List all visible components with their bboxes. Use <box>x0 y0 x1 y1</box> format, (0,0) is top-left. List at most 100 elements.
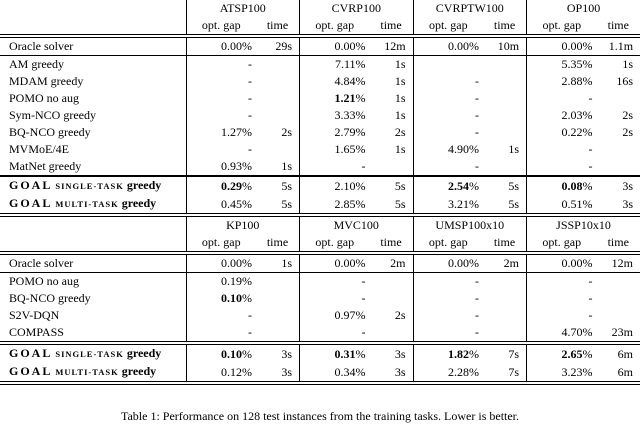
time-value: 10m <box>498 39 519 53</box>
gap-cell: - <box>527 290 597 307</box>
time-cell: 1s <box>597 56 640 74</box>
gap-value: 0.31 <box>335 347 356 361</box>
time-cell <box>483 307 527 324</box>
time-value: 3s <box>622 179 633 193</box>
gap-value: 0.22 <box>562 125 583 139</box>
percent-sign: % <box>469 197 479 211</box>
time-cell: 6m <box>597 363 640 383</box>
gap-cell: - <box>413 124 483 141</box>
gap-value: 2.28 <box>448 365 469 379</box>
percent-sign: % <box>356 365 366 379</box>
gap-cell: 2.88% <box>527 73 597 90</box>
task-header: KP100 <box>186 217 300 234</box>
time-cell: 3s <box>256 363 300 383</box>
gap-cell: 0.08% <box>527 176 597 195</box>
gap-cell: 2.79% <box>300 124 370 141</box>
gap-value: 0.45 <box>221 197 242 211</box>
gap-cell: 0.00% <box>527 36 597 56</box>
time-cell <box>256 107 300 124</box>
time-cell <box>483 73 527 90</box>
percent-sign: % <box>356 197 366 211</box>
gap-cell: 0.22% <box>527 124 597 141</box>
time-cell <box>597 158 640 176</box>
task-header: MVC100 <box>300 217 414 234</box>
gap-value: 2.10 <box>335 179 356 193</box>
gap-value: 0.00 <box>335 39 356 53</box>
time-cell: 2s <box>370 124 414 141</box>
gap-cell: - <box>413 273 483 291</box>
time-cell <box>483 90 527 107</box>
time-cell <box>370 273 414 291</box>
time-cell: 1s <box>483 141 527 158</box>
gap-value: - <box>589 91 593 105</box>
gap-value: 4.90 <box>448 142 469 156</box>
opt-gap-header: opt. gap <box>186 234 256 253</box>
gap-cell: 0.51% <box>527 195 597 215</box>
percent-sign: % <box>242 179 252 193</box>
gap-value: - <box>475 308 479 322</box>
gap-cell: 0.00% <box>527 253 597 273</box>
percent-sign: % <box>242 365 252 379</box>
gap-cell: 5.35% <box>527 56 597 74</box>
percent-sign: % <box>469 256 479 270</box>
percent-sign: % <box>242 274 252 288</box>
time-cell: 5s <box>370 176 414 195</box>
goal-variant: single-task <box>55 349 123 359</box>
gap-value: - <box>362 159 366 173</box>
time-value: 5s <box>508 179 519 193</box>
gap-cell: 1.82% <box>413 343 483 363</box>
time-value: 2s <box>622 125 633 139</box>
gap-value: - <box>589 159 593 173</box>
time-value: 12m <box>384 39 405 53</box>
gap-cell: 1.65% <box>300 141 370 158</box>
gap-value: - <box>475 159 479 173</box>
percent-sign: % <box>356 179 366 193</box>
opt-gap-header: opt. gap <box>186 17 256 36</box>
percent-sign: % <box>356 142 366 156</box>
time-cell <box>256 324 300 343</box>
row-label: COMPASS <box>0 324 186 343</box>
gap-cell: 2.03% <box>527 107 597 124</box>
gap-cell: 0.29% <box>186 176 256 195</box>
percent-sign: % <box>469 347 479 361</box>
percent-sign: % <box>242 159 252 173</box>
gap-cell: 0.00% <box>413 36 483 56</box>
time-cell: 2s <box>256 124 300 141</box>
gap-value: 0.00 <box>448 39 469 53</box>
time-value: 3s <box>395 365 406 379</box>
time-cell: 5s <box>256 176 300 195</box>
gap-cell: - <box>186 73 256 90</box>
time-cell: 3s <box>256 343 300 363</box>
row-label: Sym-NCO greedy <box>0 107 186 124</box>
gap-cell: - <box>413 324 483 343</box>
row-label-spacer <box>0 217 186 234</box>
gap-value: - <box>248 108 252 122</box>
time-value: 2s <box>622 108 633 122</box>
row-label: Oracle solver <box>0 253 186 273</box>
time-value: 6m <box>618 347 633 361</box>
percent-sign: % <box>356 256 366 270</box>
gap-cell: - <box>300 290 370 307</box>
task-header: OP100 <box>527 0 640 17</box>
time-cell: 3s <box>597 195 640 215</box>
time-cell <box>597 290 640 307</box>
gap-value: 1.82 <box>448 347 469 361</box>
gap-value: 3.23 <box>562 365 583 379</box>
percent-sign: % <box>583 325 593 339</box>
time-value: 3s <box>281 365 292 379</box>
percent-sign: % <box>356 125 366 139</box>
gap-cell: - <box>527 90 597 107</box>
gap-value: 0.00 <box>562 256 583 270</box>
gap-value: - <box>475 74 479 88</box>
gap-value: 0.00 <box>562 39 583 53</box>
time-cell: 29s <box>256 36 300 56</box>
gap-value: 0.00 <box>448 256 469 270</box>
time-header: time <box>597 234 640 253</box>
gap-cell: 0.00% <box>186 253 256 273</box>
time-cell <box>483 324 527 343</box>
gap-cell: - <box>186 90 256 107</box>
percent-sign: % <box>242 197 252 211</box>
percent-sign: % <box>583 365 593 379</box>
time-value: 29s <box>275 39 292 53</box>
